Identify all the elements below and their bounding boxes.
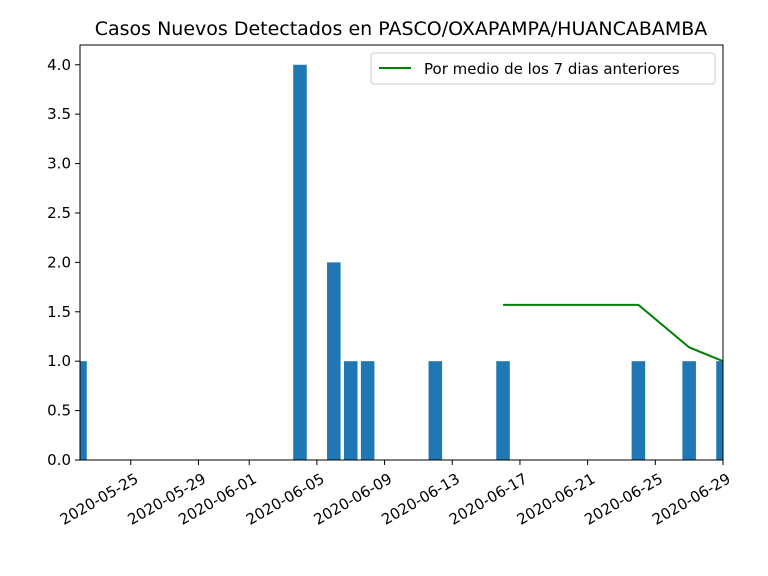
y-tick-label: 3.0 xyxy=(47,155,71,173)
y-tick-label: 4.0 xyxy=(47,56,71,74)
bar xyxy=(343,361,358,460)
legend-label: Por medio de los 7 dias anteriores xyxy=(424,60,680,78)
y-tick-label: 0.0 xyxy=(47,451,71,469)
bar xyxy=(80,361,87,460)
bar xyxy=(327,262,341,460)
bars-layer xyxy=(80,64,723,460)
legend: Por medio de los 7 dias anteriores xyxy=(370,52,716,85)
y-tick-label: 2.5 xyxy=(47,204,71,222)
y-tick-label: 1.0 xyxy=(47,352,71,370)
bar xyxy=(716,361,723,460)
bar xyxy=(631,361,646,460)
plot-frame xyxy=(79,44,724,461)
bar xyxy=(360,361,375,460)
bar xyxy=(496,361,510,460)
x-axis: 2020-05-252020-05-292020-06-012020-06-05… xyxy=(57,460,734,529)
bar xyxy=(293,64,307,460)
y-axis: 0.0 0.5 1.0 1.5 2.0 2.5 3.0 3.5 4.0 xyxy=(47,56,80,469)
bar xyxy=(428,361,443,460)
legend-box xyxy=(370,52,716,85)
bar xyxy=(682,361,696,460)
y-tick-label: 1.5 xyxy=(47,303,71,321)
y-tick-label: 0.5 xyxy=(47,402,71,420)
chart-title: Casos Nuevos Detectados en PASCO/OXAPAMP… xyxy=(95,18,708,40)
y-tick-label: 2.0 xyxy=(47,253,71,271)
lines-layer xyxy=(503,303,723,363)
y-tick-label: 3.5 xyxy=(47,105,71,123)
series-line xyxy=(503,303,723,363)
